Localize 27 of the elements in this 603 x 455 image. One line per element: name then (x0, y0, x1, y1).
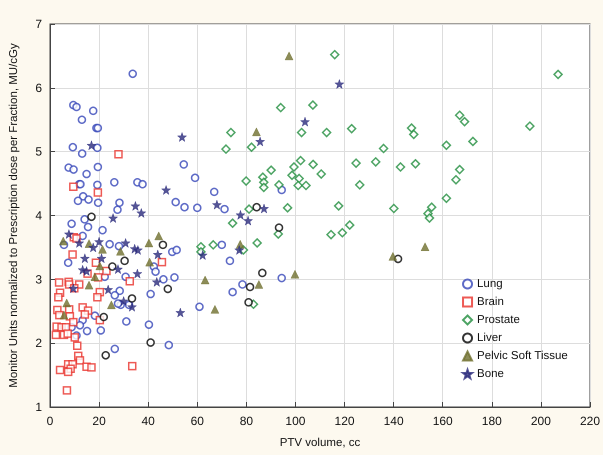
legend-label: Brain (477, 296, 504, 308)
x-axis-title: PTV volume, cc (280, 437, 360, 449)
legend-label: Bone (477, 368, 504, 380)
y-tick-label: 5 (35, 144, 42, 159)
x-tick-label: 140 (384, 414, 404, 428)
legend-label: Lung (477, 278, 503, 290)
x-tick-label: 160 (432, 414, 454, 428)
y-axis-title: Monitor Units normalized to Prescription dose per Fraction, MU/cGy (8, 43, 20, 388)
x-tick-label: 0 (46, 414, 54, 428)
y-tick-label: 3 (35, 272, 42, 286)
y-tick-label: 2 (35, 336, 42, 350)
x-tick-label: 200 (530, 414, 552, 428)
legend-label: Pelvic Soft Tissue (477, 350, 568, 362)
x-tick-label: 80 (240, 414, 254, 428)
x-tick-label: 220 (580, 414, 600, 428)
legend-label: Prostate (477, 314, 520, 326)
y-tick-label: 1 (35, 400, 42, 414)
y-tick-label: 6 (35, 80, 42, 95)
x-tick-label: 180 (482, 414, 502, 428)
x-tick-label: 100 (285, 414, 306, 428)
x-tick-label: 20 (92, 414, 106, 428)
y-tick-label: 7 (35, 17, 42, 31)
x-tick-label: 60 (190, 414, 204, 428)
legend-label: Liver (477, 332, 502, 344)
x-tick-label: 120 (334, 414, 355, 428)
x-tick-label: 40 (142, 414, 156, 428)
y-tick-label: 4 (35, 208, 42, 222)
